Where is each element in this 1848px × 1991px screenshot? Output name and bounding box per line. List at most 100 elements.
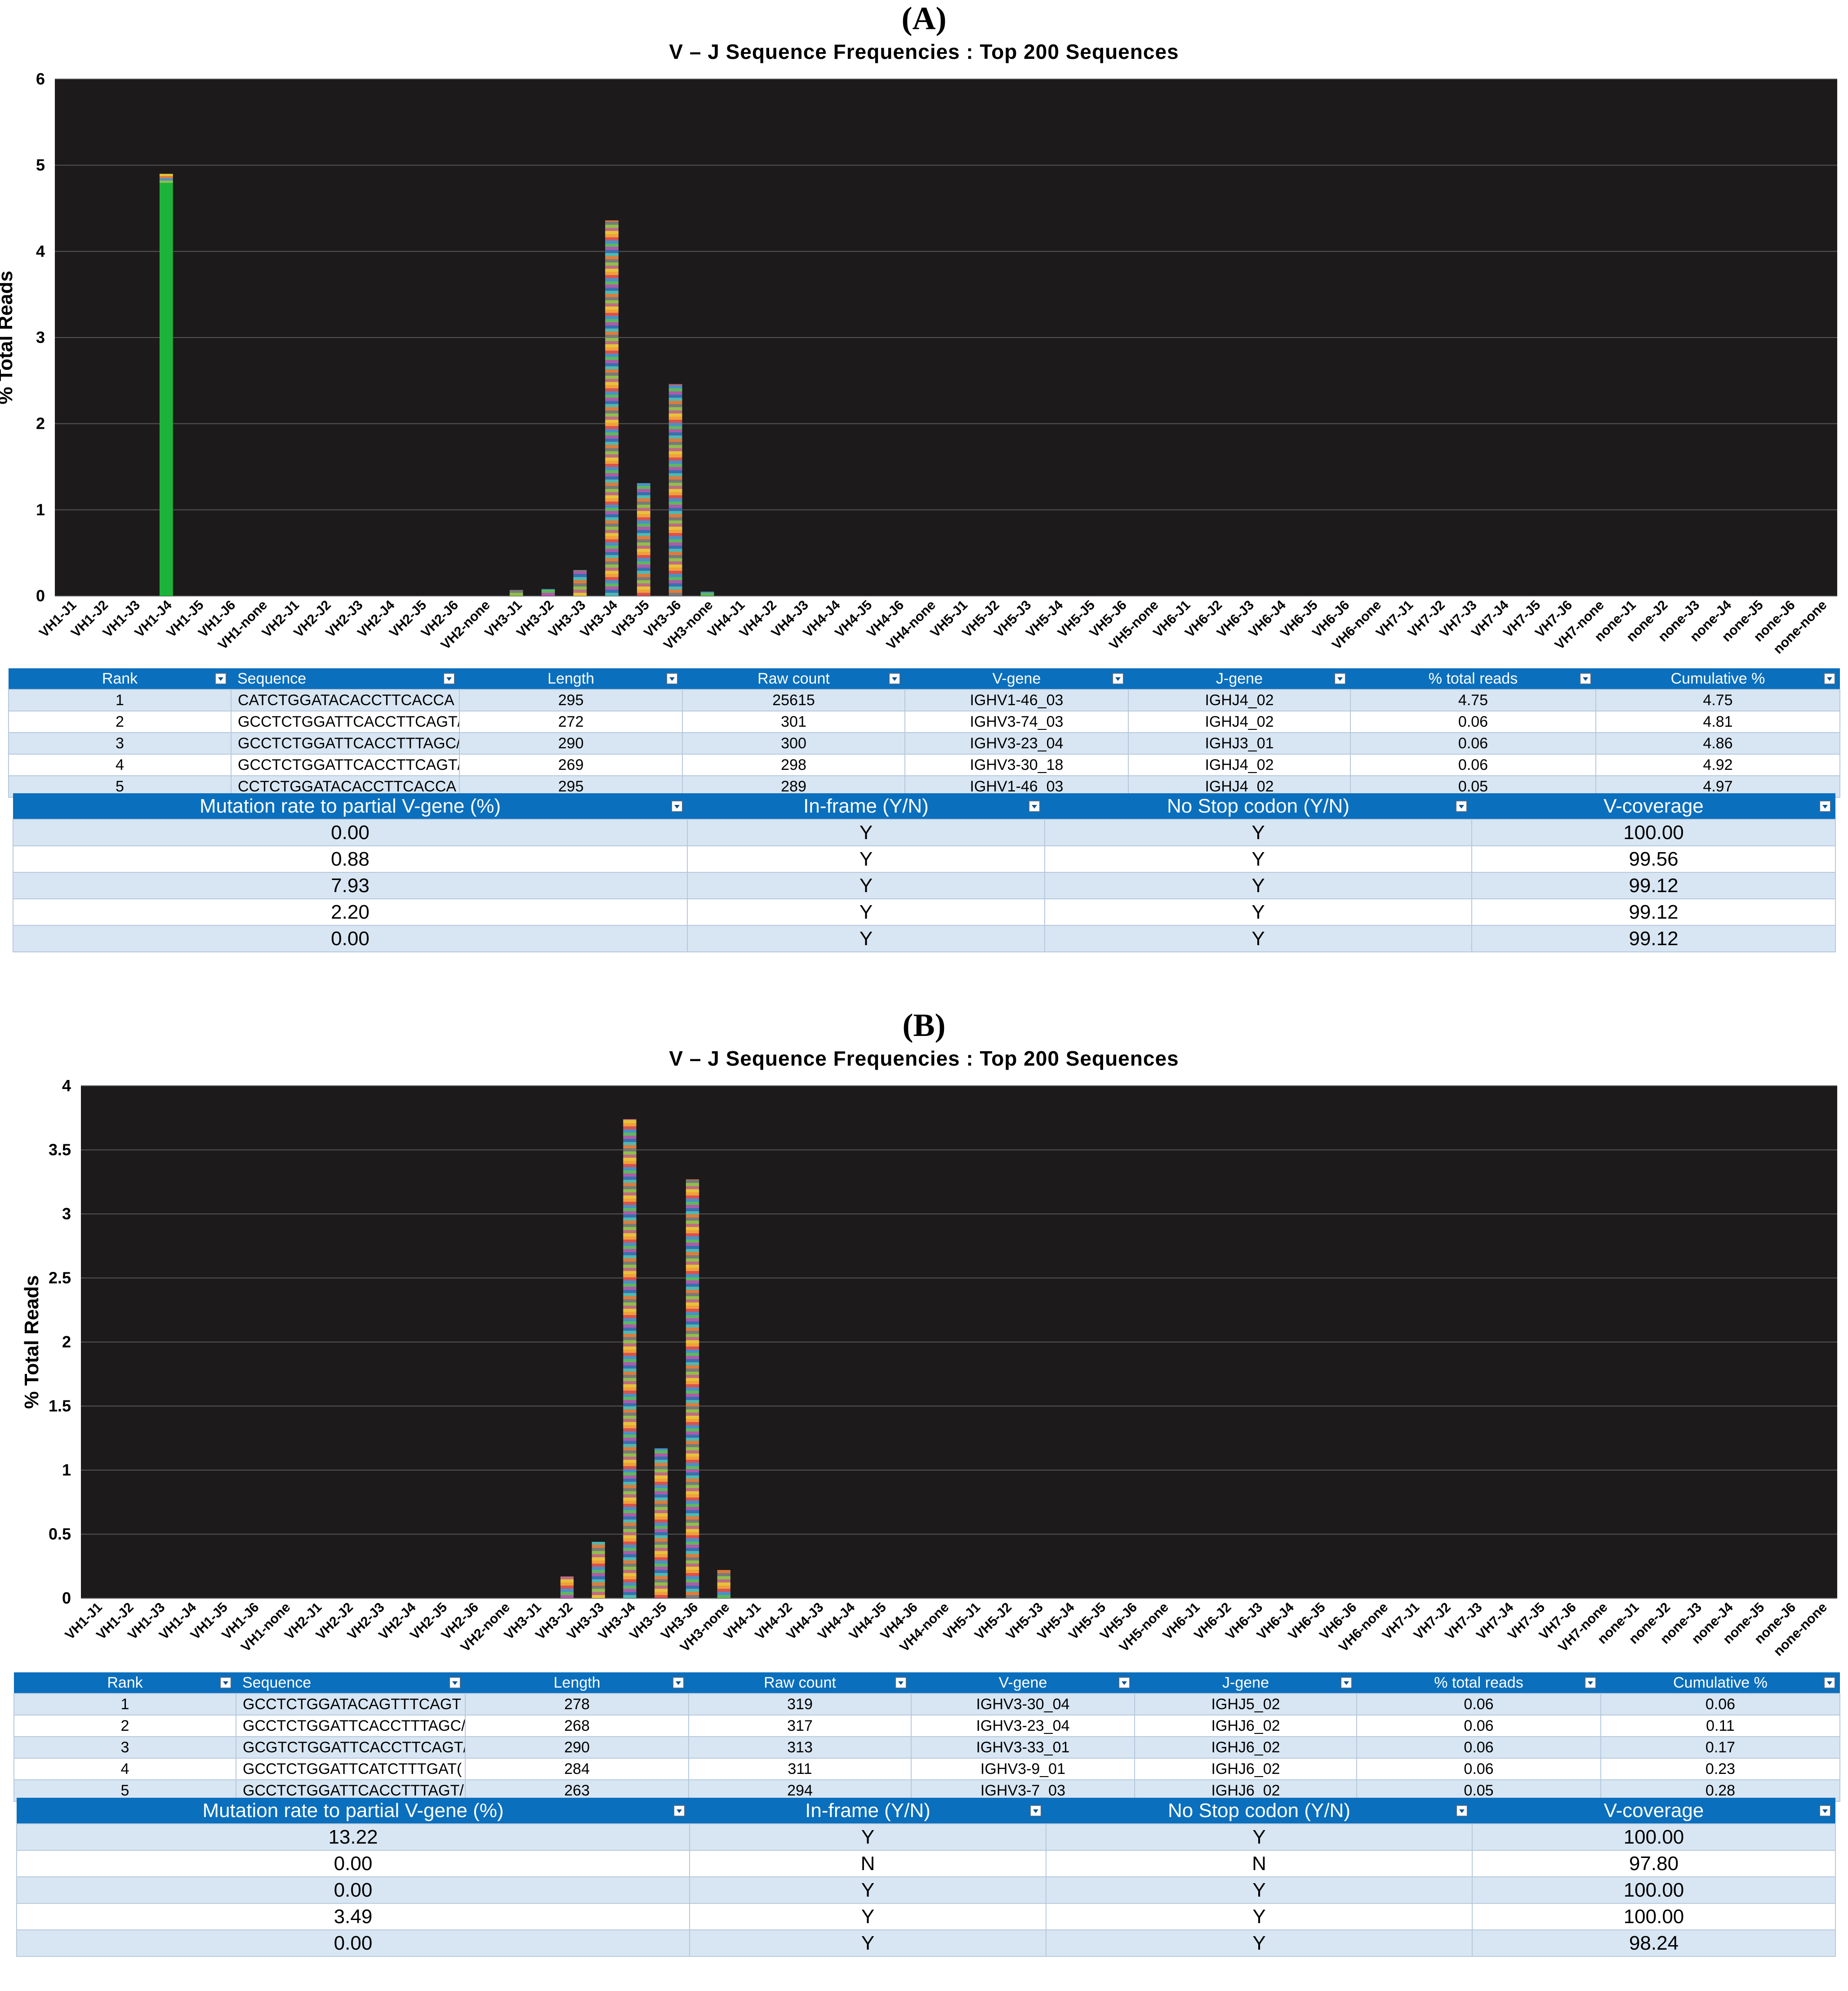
col-header-rank[interactable]: Rank <box>14 1672 236 1693</box>
y-tick-label: 0.5 <box>49 1525 71 1543</box>
filter-dropdown-icon[interactable] <box>1340 1677 1352 1689</box>
col-header-sequence[interactable]: Sequence <box>236 1672 465 1693</box>
cell: GCCTCTGGATTCACCTTCAGT/ <box>231 754 460 776</box>
cell: GCCTCTGGATTCACCTTTAGC/ <box>236 1715 466 1737</box>
cell: N <box>689 1850 1046 1877</box>
col-header-j-gene[interactable]: J-gene <box>1135 1672 1357 1693</box>
cell: N <box>1046 1850 1473 1877</box>
col-header-v-coverage[interactable]: V-coverage <box>1472 793 1835 819</box>
filter-dropdown-icon[interactable] <box>672 1677 684 1689</box>
filter-dropdown-icon[interactable] <box>1112 673 1124 684</box>
filter-dropdown-icon[interactable] <box>1334 673 1346 684</box>
col-header-mutation-rate[interactable]: Mutation rate to partial V-gene (%) <box>13 793 687 819</box>
filter-dropdown-icon[interactable] <box>1030 1804 1042 1817</box>
y-tick-label: 4 <box>36 242 45 260</box>
filter-dropdown-icon[interactable] <box>1118 1677 1130 1689</box>
filter-dropdown-icon[interactable] <box>673 1804 685 1817</box>
col-header-no-stop-codon[interactable]: No Stop codon (Y/N) <box>1046 1798 1472 1824</box>
cell: 311 <box>688 1758 912 1780</box>
cell: 1 <box>13 1693 236 1715</box>
table-row: 0.88 Y Y 99.56 <box>13 845 1836 873</box>
bar <box>560 1576 574 1598</box>
filter-dropdown-icon[interactable] <box>1029 800 1040 812</box>
y-tick-label: 3 <box>36 328 45 347</box>
col-header-mutation-rate[interactable]: Mutation rate to partial V-gene (%) <box>17 1798 690 1824</box>
filter-dropdown-icon[interactable] <box>889 673 900 684</box>
y-tick-label: 0 <box>62 1589 71 1607</box>
filter-dropdown-icon[interactable] <box>1580 673 1591 684</box>
cell: 0.00 <box>13 925 688 952</box>
col-header-in-frame[interactable]: In-frame (Y/N) <box>687 793 1045 819</box>
filter-dropdown-icon[interactable] <box>1819 1804 1831 1817</box>
table-row: 0.00 Y Y 98.24 <box>16 1929 1836 1957</box>
cell: GCCTCTGGATTCACCTTCAGT/ <box>231 711 460 733</box>
y-tick-label: 3 <box>62 1204 71 1223</box>
col-header-no-stop-codon[interactable]: No Stop codon (Y/N) <box>1045 793 1472 819</box>
sequence-quality-table: Mutation rate to partial V-gene (%) In-f… <box>13 793 1836 952</box>
cell: 99.12 <box>1471 872 1836 899</box>
cell: 100.00 <box>1471 819 1836 846</box>
cell: GCCTCTGGATACAGTTTCAGT <box>236 1693 466 1715</box>
col-header-cumulative[interactable]: Cumulative % <box>1596 668 1840 689</box>
filter-dropdown-icon[interactable] <box>666 673 678 684</box>
cell: 0.06 <box>1356 1715 1601 1737</box>
table-row: 4 GCCTCTGGATTCACCTTCAGT/ 269 298 IGHV3-3… <box>8 754 1840 776</box>
cell: IGHV3-30_18 <box>904 754 1129 776</box>
y-tick-label: 0 <box>36 587 45 605</box>
col-header-length[interactable]: Length <box>459 668 682 689</box>
chart-title: V – J Sequence Frequencies : Top 200 Seq… <box>669 1047 1179 1070</box>
table-row: 4 GCCTCTGGATTCATCTTTGAT( 284 311 IGHV3-9… <box>13 1758 1840 1780</box>
filter-dropdown-icon[interactable] <box>220 1677 232 1689</box>
y-tick-label: 5 <box>36 156 45 174</box>
bar <box>717 1570 730 1598</box>
cell: IGHV3-23_04 <box>904 732 1129 755</box>
cell: IGHJ5_02 <box>1134 1693 1357 1715</box>
col-header-total-reads[interactable]: % total reads <box>1350 668 1596 689</box>
col-header-v-gene[interactable]: V-gene <box>905 668 1128 689</box>
filter-dropdown-icon[interactable] <box>443 673 455 684</box>
cell: 0.00 <box>13 819 688 846</box>
col-header-sequence[interactable]: Sequence <box>231 668 459 689</box>
filter-dropdown-icon[interactable] <box>1824 1677 1835 1689</box>
col-header-v-coverage[interactable]: V-coverage <box>1472 1798 1835 1824</box>
cell: 2 <box>13 1715 236 1737</box>
filter-dropdown-icon[interactable] <box>1456 800 1467 812</box>
filter-dropdown-icon[interactable] <box>671 800 683 812</box>
col-header-rank[interactable]: Rank <box>9 668 231 689</box>
table-row: 0.00 Y Y 100.00 <box>16 1876 1836 1904</box>
table-row: 2 GCCTCTGGATTCACCTTCAGT/ 272 301 IGHV3-7… <box>8 711 1840 733</box>
table-row: 3.49 Y Y 100.00 <box>16 1903 1836 1930</box>
col-header-cumulative[interactable]: Cumulative % <box>1601 1672 1840 1693</box>
cell: 4.75 <box>1350 689 1596 711</box>
panel-letter: (A) <box>901 0 947 36</box>
col-header-in-frame[interactable]: In-frame (Y/N) <box>690 1798 1046 1824</box>
sequence-table: Rank Sequence Length Raw count V-gene J-… <box>13 1672 1840 1802</box>
y-tick-label: 3.5 <box>49 1141 71 1159</box>
cell: 0.06 <box>1350 732 1596 755</box>
cell: 100.00 <box>1472 1823 1836 1851</box>
filter-dropdown-icon[interactable] <box>1819 800 1831 812</box>
col-header-j-gene[interactable]: J-gene <box>1128 668 1350 689</box>
filter-dropdown-icon[interactable] <box>1824 673 1835 684</box>
bar <box>605 220 619 596</box>
filter-dropdown-icon[interactable] <box>449 1677 461 1689</box>
cell: IGHJ6_02 <box>1134 1758 1357 1780</box>
filter-dropdown-icon[interactable] <box>895 1677 907 1689</box>
bar <box>573 570 587 596</box>
filter-dropdown-icon[interactable] <box>1456 1804 1468 1817</box>
col-header-total-reads[interactable]: % total reads <box>1357 1672 1601 1693</box>
cell: 0.06 <box>1356 1693 1601 1715</box>
col-header-length[interactable]: Length <box>465 1672 689 1693</box>
cell: 0.23 <box>1600 1758 1840 1780</box>
panel-b: (B) V – J Sequence Frequencies : Top 200… <box>0 1007 1848 1991</box>
cell: 4.92 <box>1595 754 1840 776</box>
cell: 7.93 <box>13 872 688 899</box>
col-header-v-gene[interactable]: V-gene <box>911 1672 1135 1693</box>
col-header-raw-count[interactable]: Raw count <box>689 1672 911 1693</box>
cell: 0.06 <box>1356 1736 1601 1759</box>
col-header-raw-count[interactable]: Raw count <box>682 668 905 689</box>
filter-dropdown-icon[interactable] <box>1585 1677 1596 1689</box>
cell: 269 <box>459 754 683 776</box>
cell: 0.06 <box>1350 754 1596 776</box>
filter-dropdown-icon[interactable] <box>215 673 227 684</box>
